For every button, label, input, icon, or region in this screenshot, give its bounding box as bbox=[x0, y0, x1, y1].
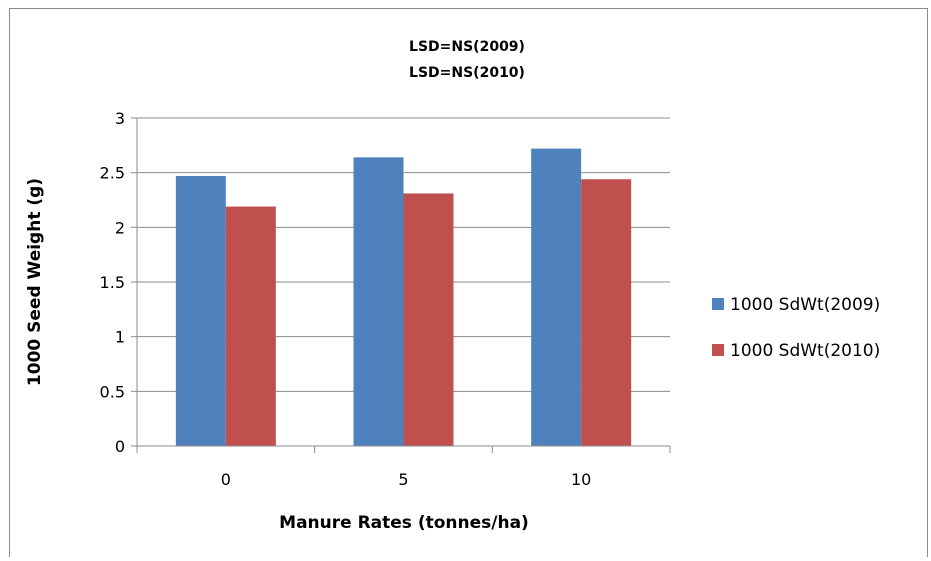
y-tick-label: 0 bbox=[115, 437, 125, 456]
chart-title-line-1: LSD=NS(2009) bbox=[409, 39, 525, 55]
legend-label-2009: 1000 SdWt(2009) bbox=[730, 295, 880, 315]
legend-swatch-2009 bbox=[712, 298, 724, 310]
chart-title-line-2: LSD=NS(2010) bbox=[409, 65, 525, 81]
y-tick-label: 3 bbox=[115, 109, 125, 128]
x-tick-label: 5 bbox=[398, 470, 408, 489]
bar-1000-sdwt-2009--10 bbox=[531, 148, 582, 446]
y-tick-label: 2 bbox=[115, 218, 125, 237]
bar-1000-sdwt-2010--0 bbox=[225, 206, 276, 446]
axes: 0 0.5 1 1.5 2 2.5 3 0 5 10 bbox=[100, 109, 671, 489]
bars bbox=[175, 148, 632, 447]
bar-1000-sdwt-2010--10 bbox=[581, 179, 632, 446]
y-axis-title: 1000 Seed Weight (g) bbox=[25, 178, 45, 386]
y-tick-label: 2.5 bbox=[100, 164, 125, 183]
x-axis-title: Manure Rates (tonnes/ha) bbox=[279, 513, 529, 533]
x-tick-label: 0 bbox=[221, 470, 231, 489]
legend-swatch-2010 bbox=[712, 344, 724, 356]
y-tick-label: 0.5 bbox=[100, 382, 125, 401]
bar-1000-sdwt-2009--5 bbox=[353, 157, 404, 447]
bar-1000-sdwt-2010--5 bbox=[403, 193, 454, 446]
legend: 1000 SdWt(2009) 1000 SdWt(2010) bbox=[712, 295, 880, 361]
y-tick-label: 1 bbox=[115, 328, 125, 347]
x-tick-label: 10 bbox=[571, 470, 591, 489]
legend-label-2010: 1000 SdWt(2010) bbox=[730, 341, 880, 361]
chart-frame bbox=[9, 8, 928, 557]
y-tick-label: 1.5 bbox=[100, 273, 125, 292]
bar-1000-sdwt-2009--0 bbox=[175, 175, 226, 447]
